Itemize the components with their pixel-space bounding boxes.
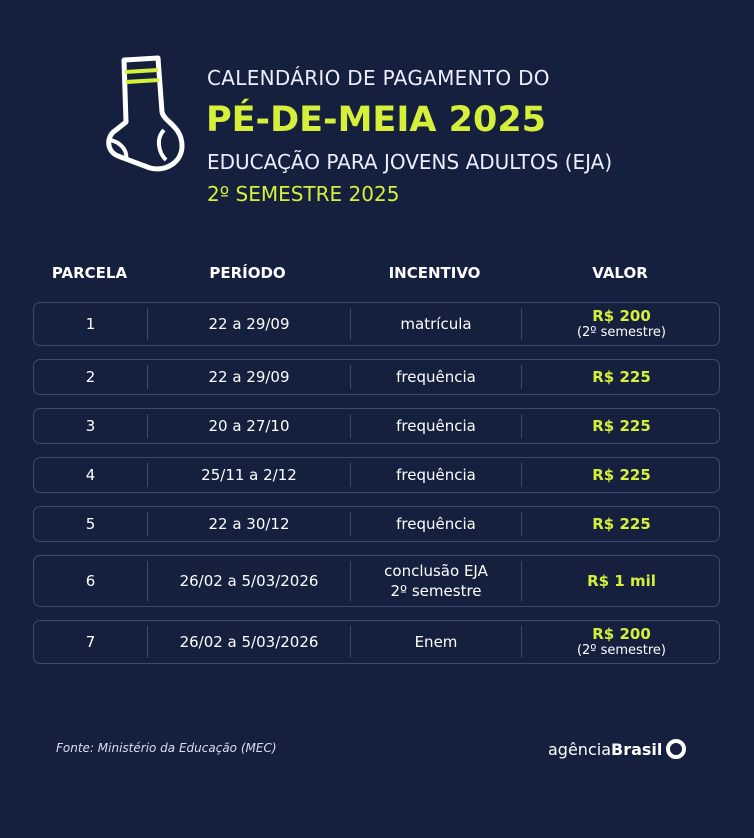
- cell: 25/11 a 2/12: [147, 463, 350, 487]
- cell: frequência: [350, 414, 521, 438]
- valor: R$ 225: [592, 416, 651, 435]
- column-header: PERÍODO: [209, 264, 286, 282]
- cell: frequência: [350, 512, 521, 536]
- table-row: 2 22 a 29/09 frequência R$ 225: [33, 359, 720, 395]
- cell: R$ 1 mil: [521, 561, 721, 601]
- cell: 26/02 a 5/03/2026: [147, 561, 350, 601]
- cell: 22 a 30/12: [147, 512, 350, 536]
- incentivo: frequência: [396, 515, 476, 533]
- incentivo: frequência: [396, 417, 476, 435]
- periodo: 22 a 29/09: [208, 368, 290, 386]
- parcela: 7: [85, 633, 96, 651]
- valor: R$ 225: [592, 367, 651, 386]
- table-row: 6 26/02 a 5/03/2026 conclusão EJA 2º semest…: [33, 555, 720, 607]
- cell: 7: [34, 626, 147, 658]
- cell: R$ 200 (2º semestre): [521, 308, 721, 340]
- logo-text: agência: [548, 739, 611, 759]
- cell: 2: [34, 365, 147, 389]
- header-line: CALENDÁRIO DE PAGAMENTO DO: [207, 66, 550, 90]
- valor: R$ 225: [592, 465, 651, 484]
- cell: 1: [34, 308, 147, 340]
- table-row: 7 26/02 a 5/03/2026 Enem R$ 200 (2º semestre…: [33, 620, 720, 664]
- valor: R$ 225: [592, 514, 651, 533]
- parcela: 5: [85, 515, 96, 533]
- periodo: 25/11 a 2/12: [201, 466, 297, 484]
- cell: 6: [34, 561, 147, 601]
- table-header: PARCELA PERÍODO INCENTIVO VALOR: [33, 264, 720, 282]
- cell: R$ 225: [521, 365, 721, 389]
- logo: agência Brasil: [548, 738, 687, 760]
- cell: conclusão EJA 2º semestre: [350, 561, 521, 601]
- parcela: 1: [85, 315, 96, 333]
- cell: R$ 225: [521, 414, 721, 438]
- cell: 4: [34, 463, 147, 487]
- table-row: 5 22 a 30/12 frequência R$ 225: [33, 506, 720, 542]
- periodo: 22 a 30/12: [208, 515, 290, 533]
- valor-note: (2º semestre): [576, 325, 667, 340]
- periodo: 20 a 27/10: [208, 417, 290, 435]
- periodo: 22 a 29/09: [208, 315, 290, 333]
- cell: 20 a 27/10: [147, 414, 350, 438]
- column-header: INCENTIVO: [388, 264, 481, 282]
- parcela: 3: [85, 417, 96, 435]
- periodo: 26/02 a 5/03/2026: [179, 572, 319, 590]
- valor: R$ 1 mil: [587, 571, 656, 590]
- sock-icon: [106, 55, 185, 172]
- logo-text: Brasil: [611, 739, 663, 759]
- cell: R$ 225: [521, 463, 721, 487]
- parcela: 2: [85, 368, 96, 386]
- incentivo: conclusão EJA: [384, 562, 488, 580]
- cell: frequência: [350, 365, 521, 389]
- column-header: VALOR: [592, 264, 648, 282]
- periodo: 26/02 a 5/03/2026: [179, 633, 319, 651]
- parcela: 6: [85, 572, 96, 590]
- header-title: PÉ-DE-MEIA 2025: [206, 100, 547, 140]
- cell: 3: [34, 414, 147, 438]
- table-row: 1 22 a 29/09 matrícula R$ 200 (2º semestre): [33, 302, 720, 346]
- cell: Enem: [350, 626, 521, 658]
- cell: 5: [34, 512, 147, 536]
- cell: 26/02 a 5/03/2026: [147, 626, 350, 658]
- cell: matrícula: [350, 308, 521, 340]
- logo-icon: [666, 739, 687, 759]
- cell: 22 a 29/09: [147, 308, 350, 340]
- incentivo: frequência: [396, 466, 476, 484]
- column-header: PARCELA: [51, 264, 128, 282]
- cell: R$ 225: [521, 512, 721, 536]
- valor-note: (2º semestre): [576, 643, 667, 658]
- cell: R$ 200 (2º semestre): [521, 626, 721, 658]
- cell: frequência: [350, 463, 521, 487]
- table-body: 1 22 a 29/09 matrícula R$ 200 (2º semestre) 2…: [33, 302, 720, 664]
- header-line: 2º SEMESTRE 2025: [207, 182, 400, 206]
- incentivo: matrícula: [400, 315, 472, 333]
- cell: 22 a 29/09: [147, 365, 350, 389]
- parcela: 4: [85, 466, 96, 484]
- header-line: EDUCAÇÃO PARA JOVENS ADULTOS (EJA): [207, 150, 613, 174]
- incentivo: 2º semestre: [390, 582, 482, 600]
- table-row: 3 20 a 27/10 frequência R$ 225: [33, 408, 720, 444]
- incentivo: frequência: [396, 368, 476, 386]
- valor: R$ 200: [592, 625, 651, 643]
- source: Fonte: Ministério da Educação (MEC): [56, 741, 277, 755]
- table-row: 4 25/11 a 2/12 frequência R$ 225: [33, 457, 720, 493]
- incentivo: Enem: [414, 633, 458, 651]
- valor: R$ 200: [592, 307, 651, 325]
